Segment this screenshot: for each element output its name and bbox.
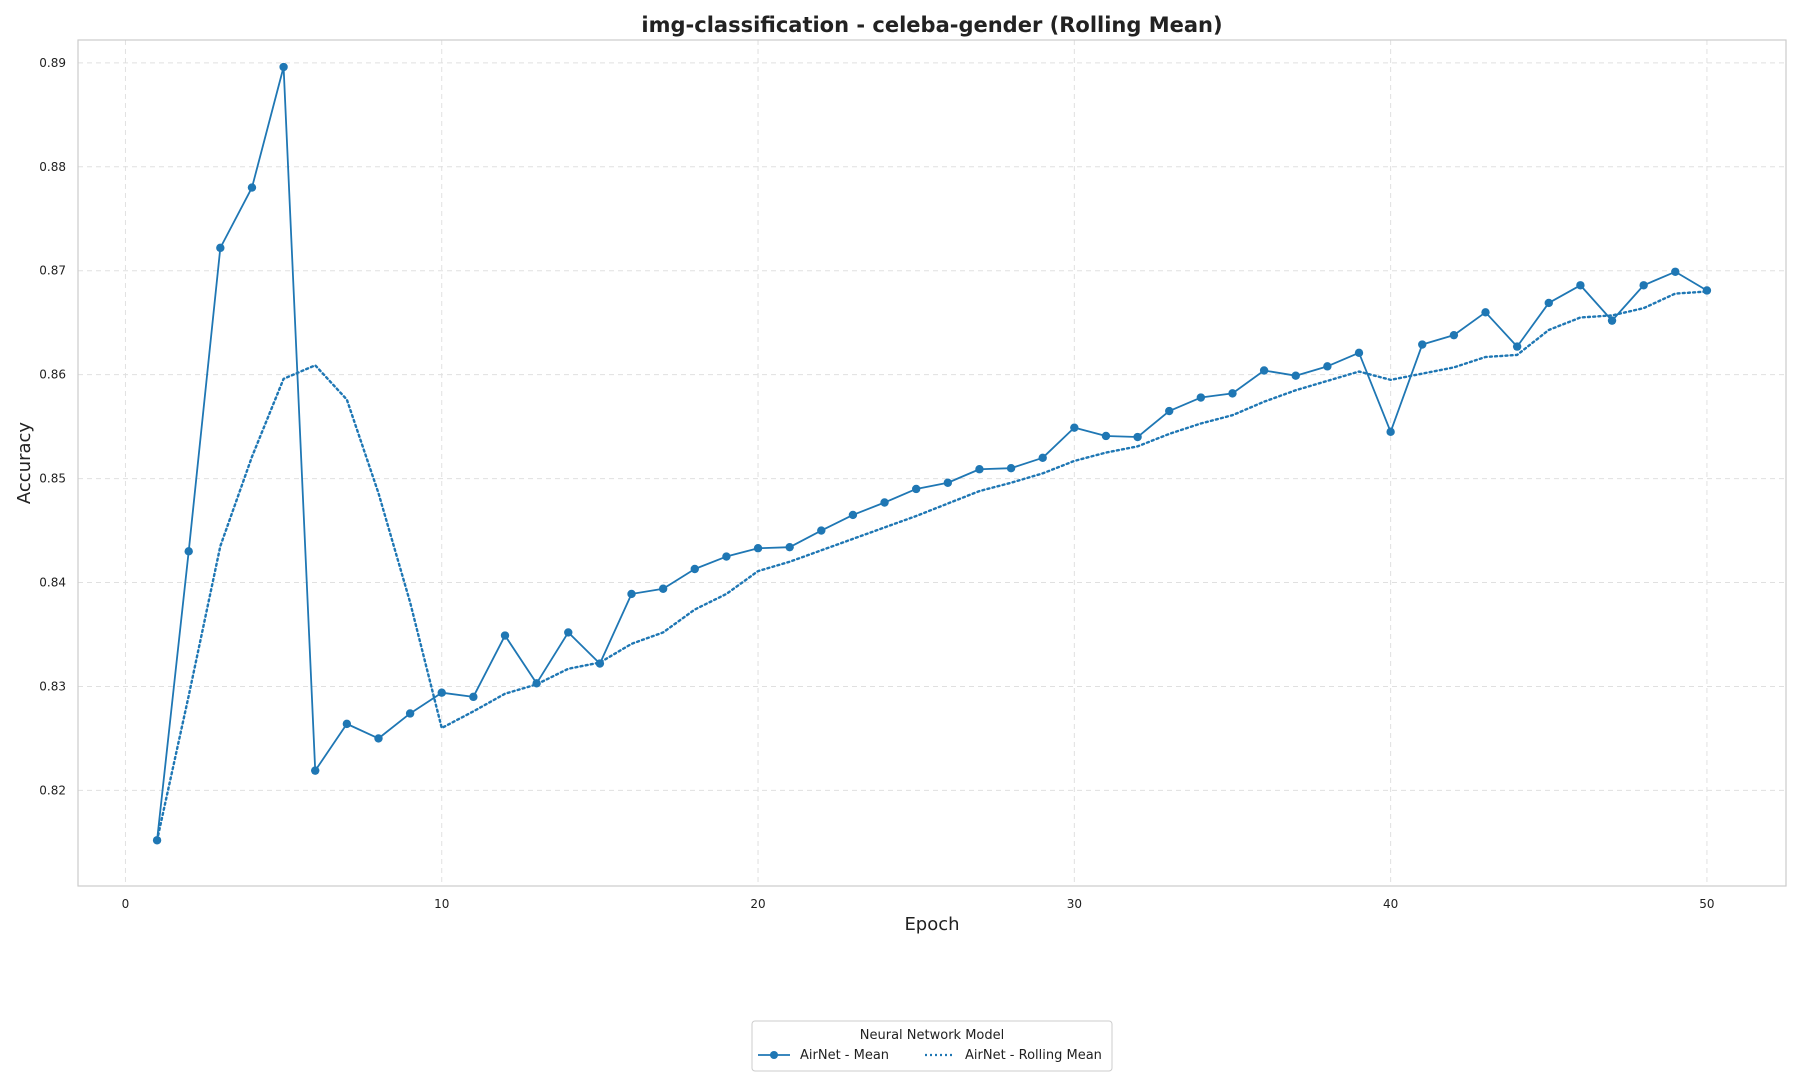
- y-tick-label: 0.82: [39, 783, 66, 797]
- mean-data-point: [564, 628, 573, 637]
- legend-label-mean: AirNet - Mean: [800, 1048, 889, 1063]
- mean-data-point: [500, 631, 510, 640]
- mean-data-point: [880, 498, 889, 507]
- x-tick-label: 30: [1067, 897, 1082, 911]
- mean-data-point: [1576, 281, 1585, 290]
- mean-data-point: [722, 552, 731, 561]
- chart-title: img-classification - celeba-gender (Roll…: [641, 13, 1222, 37]
- x-tick-label: 0: [122, 897, 130, 911]
- mean-data-point: [374, 734, 383, 743]
- mean-data-point: [342, 719, 352, 729]
- series-layer: [152, 62, 1712, 845]
- plot-area-frame: [77, 39, 1787, 887]
- mean-line: [156, 66, 1708, 841]
- mean-data-point: [1196, 393, 1206, 402]
- mean-data-point: [1671, 267, 1680, 276]
- mean-data-point: [975, 465, 984, 474]
- mean-data-point: [216, 243, 225, 253]
- mean-data-point: [1165, 406, 1174, 416]
- mean-data-point: [1070, 423, 1079, 432]
- mean-data-point: [658, 584, 668, 593]
- grid-lines: [78, 40, 1786, 886]
- y-tick-label: 0.89: [39, 56, 66, 70]
- y-axis-label: Accuracy: [14, 422, 35, 505]
- mean-data-point: [1323, 362, 1332, 371]
- y-tick-label: 0.86: [39, 368, 66, 382]
- y-tick-label: 0.85: [39, 472, 66, 486]
- mean-data-point: [405, 709, 415, 718]
- y-tick-label: 0.87: [39, 264, 66, 278]
- mean-data-point: [1259, 366, 1269, 375]
- mean-data-point: [247, 183, 257, 192]
- legend: Neural Network Model AirNet - Mean AirNe…: [751, 1020, 1113, 1072]
- mean-data-point: [911, 484, 921, 494]
- mean-data-point: [753, 544, 763, 553]
- legend-label-rolling: AirNet - Rolling Mean: [965, 1048, 1102, 1063]
- mean-data-point: [1354, 348, 1364, 358]
- mean-data-point: [311, 766, 320, 775]
- mean-data-point: [1639, 281, 1648, 290]
- mean-data-point: [1038, 453, 1047, 463]
- mean-data-point: [1101, 431, 1111, 441]
- mean-data-point: [1228, 389, 1237, 398]
- x-tick-label: 20: [750, 897, 765, 911]
- mean-data-point: [1449, 330, 1459, 340]
- mean-data-point: [1291, 371, 1300, 380]
- mean-data-point: [1544, 298, 1553, 308]
- legend-marker-mean: [770, 1051, 778, 1059]
- y-tick-label: 0.84: [39, 576, 66, 590]
- x-axis-label: Epoch: [904, 914, 959, 935]
- tick-labels: 0 10 20 30 40 50 0.82 0.83 0.84 0.85 0.86 0.87 0.88 0…: [39, 56, 1714, 911]
- mean-data-point: [785, 542, 794, 552]
- mean-data-point: [943, 478, 953, 487]
- mean-data-point: [469, 692, 478, 702]
- mean-data-point: [817, 526, 826, 535]
- mean-data-point: [848, 510, 858, 520]
- y-tick-label: 0.83: [39, 679, 66, 693]
- mean-data-point: [1386, 427, 1395, 437]
- mean-data-point: [279, 62, 288, 72]
- x-tick-label: 50: [1699, 897, 1714, 911]
- x-tick-label: 10: [434, 897, 449, 911]
- mean-data-point: [184, 547, 193, 556]
- rolling-mean-line: [155, 290, 1709, 842]
- mean-data-point: [437, 688, 446, 697]
- mean-data-point: [690, 564, 699, 574]
- mean-data-point: [627, 589, 636, 599]
- mean-data-point: [1133, 432, 1142, 442]
- mean-data-point: [1702, 286, 1712, 295]
- legend-box: [751, 1020, 1113, 1072]
- mean-data-point: [1607, 316, 1617, 325]
- mean-data-point: [1006, 463, 1016, 473]
- legend-title: Neural Network Model: [860, 1028, 1004, 1043]
- y-tick-label: 0.88: [39, 160, 66, 174]
- mean-data-point: [1481, 308, 1490, 317]
- mean-data-point: [1418, 340, 1427, 349]
- x-tick-label: 40: [1383, 897, 1398, 911]
- mean-data-point: [1512, 342, 1522, 351]
